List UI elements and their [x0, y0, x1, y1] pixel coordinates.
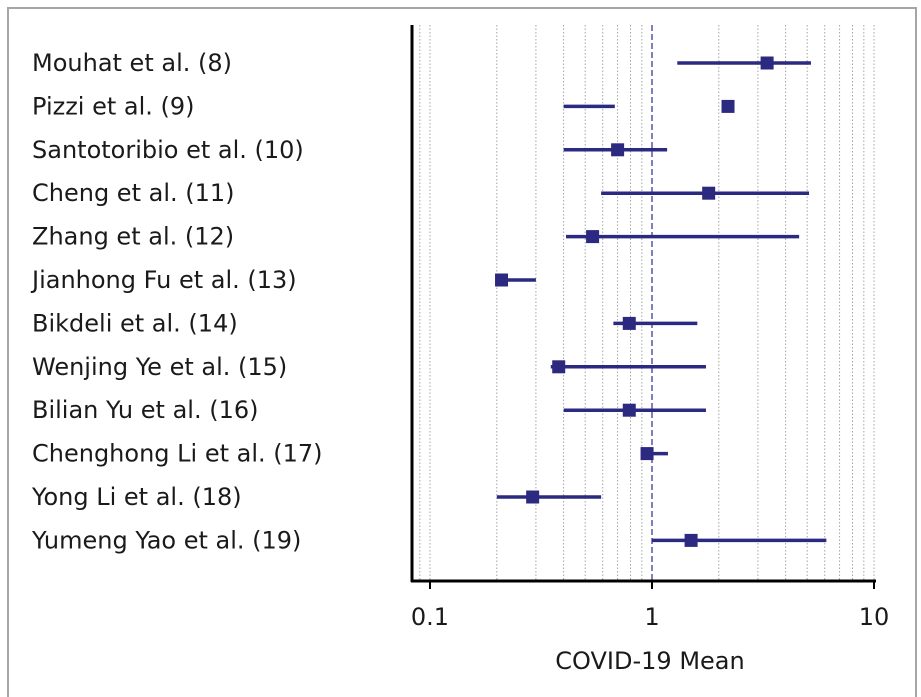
x-tick-label: 10 [859, 603, 890, 631]
study-label: Zhang et al. (12) [32, 223, 234, 251]
gridlines [419, 25, 875, 580]
study-label: Jianhong Fu et al. (13) [30, 266, 297, 294]
study-labels: Mouhat et al. (8) Pizzi et al. (9) Santoto… [30, 49, 323, 554]
study-label: Yumeng Yao et al. (19) [31, 526, 301, 554]
point-estimate [684, 533, 698, 547]
study-marks [495, 56, 827, 547]
study-label: Bilian Yu et al. (16) [32, 396, 258, 424]
point-estimate [702, 186, 716, 200]
forest-plot: Mouhat et al. (8) Pizzi et al. (9) Santoto… [30, 25, 889, 675]
point-estimate [760, 56, 774, 70]
chart-frame [7, 7, 917, 697]
x-tick-label: 0.1 [411, 603, 449, 631]
study-label: Pizzi et al. (9) [32, 92, 195, 120]
study-label: Cheng et al. (11) [32, 179, 235, 207]
axes [410, 25, 876, 583]
point-estimate [640, 447, 654, 461]
x-tick-labels: 0.1 1 10 [411, 582, 889, 631]
study-label: Yong Li et al. (18) [31, 483, 242, 511]
x-axis-label: COVID-19 Mean [555, 647, 744, 675]
point-estimate [586, 230, 600, 244]
study-label: Bikdeli et al. (14) [32, 309, 238, 337]
study-label: Chenghong Li et al. (17) [32, 440, 323, 468]
point-estimate [495, 273, 509, 287]
point-estimate [721, 99, 735, 113]
x-tick-label: 1 [644, 603, 659, 631]
study-label: Mouhat et al. (8) [32, 49, 232, 77]
study-label: Wenjing Ye et al. (15) [32, 353, 287, 381]
point-estimate [622, 403, 636, 417]
point-estimate [611, 143, 625, 157]
study-label: Santotoribio et al. (10) [32, 136, 304, 164]
point-estimate [526, 490, 540, 504]
point-estimate [622, 316, 636, 330]
point-estimate [552, 360, 566, 374]
